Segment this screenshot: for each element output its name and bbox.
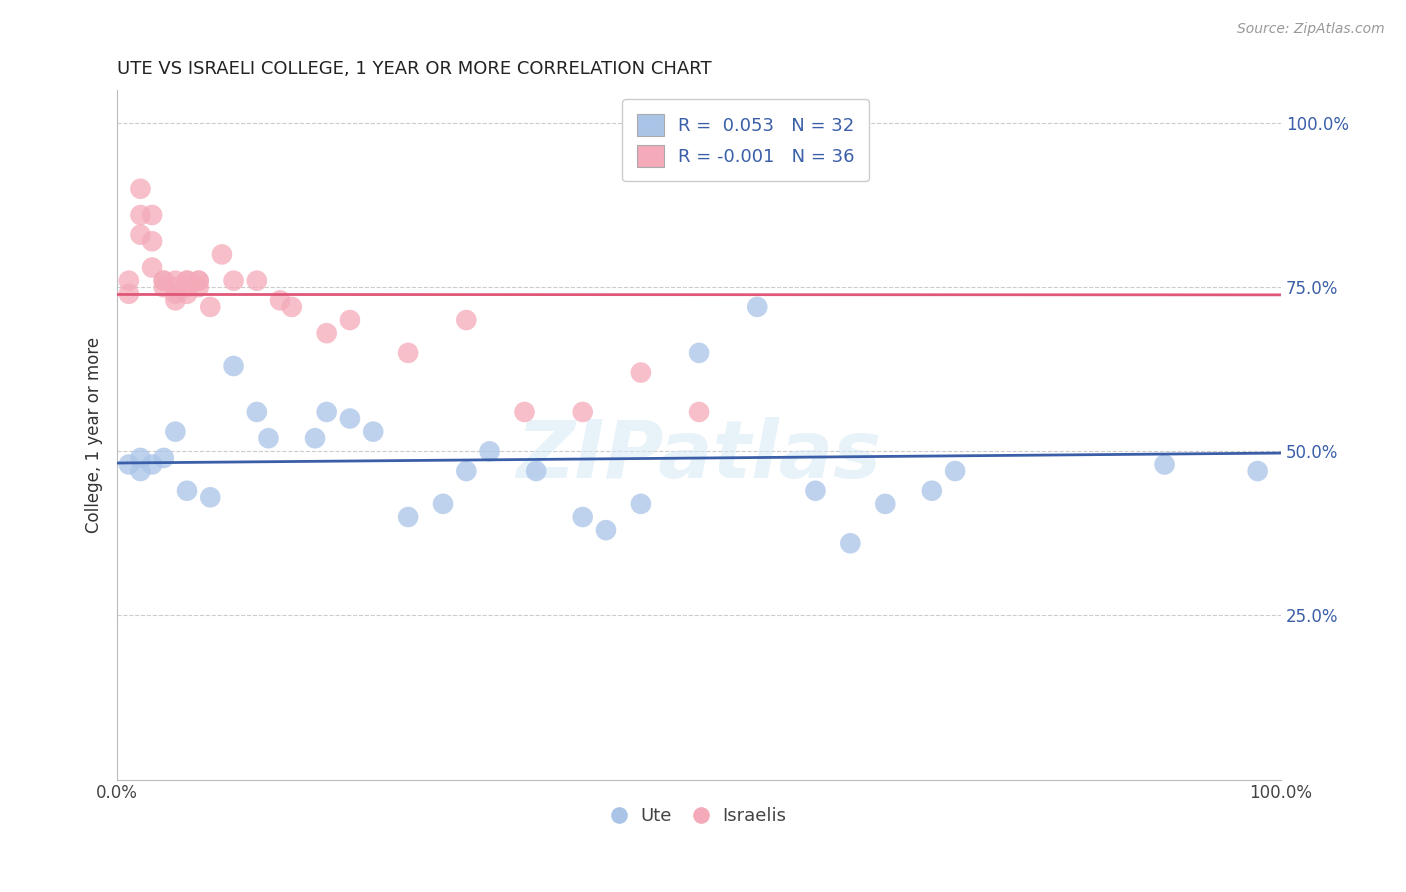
- Point: [152, 274, 174, 288]
- Text: ZIPatlas: ZIPatlas: [516, 417, 882, 495]
- Y-axis label: College, 1 year or more: College, 1 year or more: [86, 337, 103, 533]
- Point: [943, 464, 966, 478]
- Point: [281, 300, 304, 314]
- Point: [118, 286, 141, 301]
- Point: [187, 280, 209, 294]
- Point: [129, 464, 152, 478]
- Point: [176, 286, 198, 301]
- Point: [456, 464, 478, 478]
- Point: [478, 444, 501, 458]
- Point: [222, 359, 245, 373]
- Point: [1153, 458, 1175, 472]
- Point: [176, 483, 198, 498]
- Point: [246, 274, 269, 288]
- Point: [141, 208, 163, 222]
- Point: [152, 274, 174, 288]
- Point: [129, 450, 152, 465]
- Point: [257, 431, 280, 445]
- Point: [129, 182, 152, 196]
- Point: [688, 346, 710, 360]
- Point: [1247, 464, 1270, 478]
- Point: [396, 510, 419, 524]
- Point: [513, 405, 536, 419]
- Point: [315, 405, 337, 419]
- Point: [875, 497, 897, 511]
- Point: [595, 523, 617, 537]
- Point: [165, 293, 187, 308]
- Point: [246, 405, 269, 419]
- Point: [315, 326, 337, 341]
- Point: [921, 483, 943, 498]
- Point: [804, 483, 827, 498]
- Point: [456, 313, 478, 327]
- Point: [129, 227, 152, 242]
- Point: [129, 208, 152, 222]
- Point: [118, 458, 141, 472]
- Point: [141, 260, 163, 275]
- Point: [165, 425, 187, 439]
- Point: [141, 234, 163, 248]
- Point: [839, 536, 862, 550]
- Point: [187, 274, 209, 288]
- Point: [747, 300, 769, 314]
- Point: [176, 274, 198, 288]
- Point: [152, 450, 174, 465]
- Point: [630, 497, 652, 511]
- Point: [211, 247, 233, 261]
- Point: [339, 313, 361, 327]
- Point: [222, 274, 245, 288]
- Point: [396, 346, 419, 360]
- Point: [688, 405, 710, 419]
- Text: UTE VS ISRAELI COLLEGE, 1 YEAR OR MORE CORRELATION CHART: UTE VS ISRAELI COLLEGE, 1 YEAR OR MORE C…: [117, 60, 711, 78]
- Point: [339, 411, 361, 425]
- Point: [200, 300, 222, 314]
- Point: [571, 510, 593, 524]
- Point: [152, 280, 174, 294]
- Point: [361, 425, 384, 439]
- Legend: Ute, Israelis: Ute, Israelis: [605, 800, 794, 832]
- Point: [524, 464, 547, 478]
- Point: [176, 280, 198, 294]
- Point: [432, 497, 454, 511]
- Point: [176, 274, 198, 288]
- Point: [165, 286, 187, 301]
- Point: [269, 293, 291, 308]
- Point: [571, 405, 593, 419]
- Point: [304, 431, 326, 445]
- Point: [200, 491, 222, 505]
- Point: [118, 274, 141, 288]
- Point: [141, 458, 163, 472]
- Point: [630, 366, 652, 380]
- Point: [165, 280, 187, 294]
- Text: Source: ZipAtlas.com: Source: ZipAtlas.com: [1237, 22, 1385, 37]
- Point: [187, 274, 209, 288]
- Point: [165, 274, 187, 288]
